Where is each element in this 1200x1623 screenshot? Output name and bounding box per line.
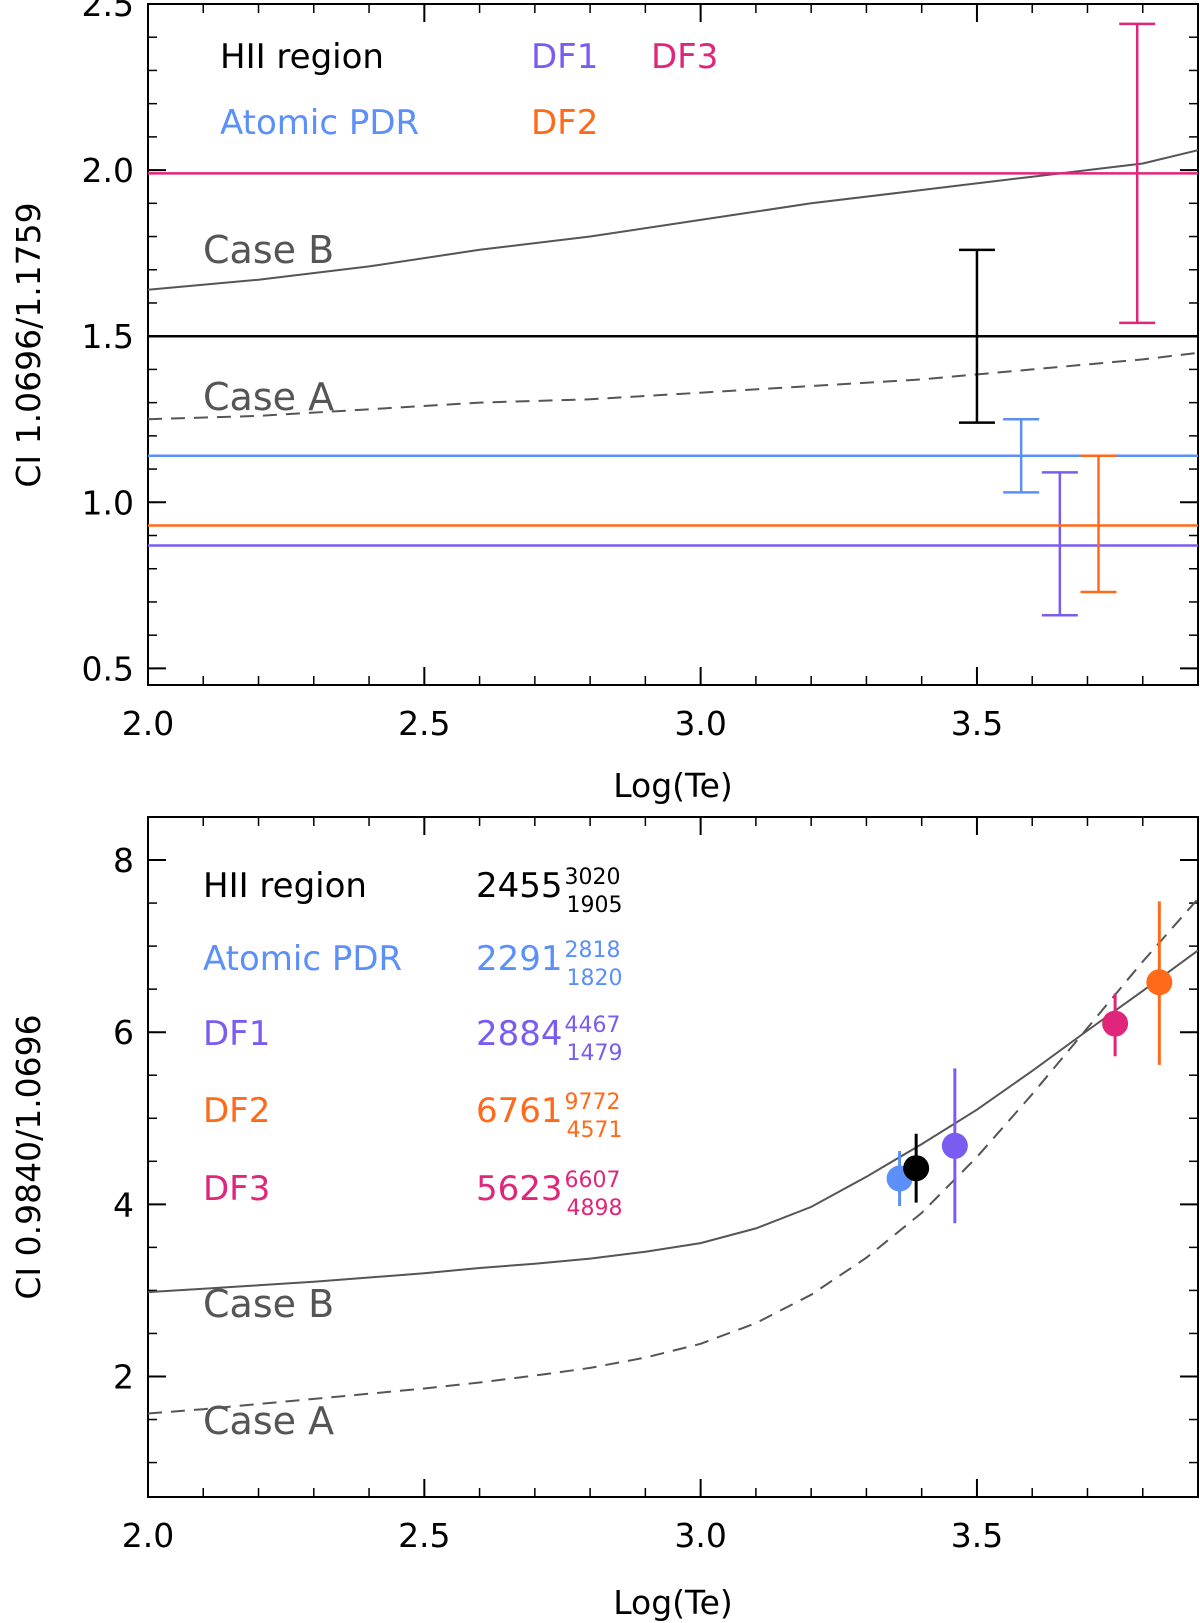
legend-df2-label: DF2 <box>203 1091 270 1131</box>
case-b-label-bottom: Case B <box>203 1282 334 1326</box>
x-tick-label: 3.5 <box>951 1516 1003 1555</box>
y-tick-label: 1.5 <box>82 317 134 356</box>
legend-df3-label: DF3 <box>203 1169 270 1209</box>
legend-df3-te: 56236607 4898 <box>476 1168 623 1221</box>
legend-df2: DF2 <box>531 103 598 143</box>
df3-data-point <box>1102 1010 1129 1037</box>
x-tick-label: 3.0 <box>674 704 726 743</box>
bottom-ticks: 2.0 2.5 3.0 3.5 2 4 6 8 <box>113 816 1199 1555</box>
y-tick-label: 6 <box>113 1013 134 1052</box>
legend-df1-label: DF1 <box>203 1014 270 1054</box>
top-series <box>148 22 1198 617</box>
legend-df1: DF1 <box>531 37 598 77</box>
x-tick-label: 2.0 <box>122 704 174 743</box>
legend-atomic-pdr-te: 22912818 1820 <box>476 938 623 991</box>
x-tick-label: 3.5 <box>951 704 1003 743</box>
legend-hii-region-te: 24553020 1905 <box>476 865 623 918</box>
bottom-y-axis-title: CI 0.9840/1.0696 <box>9 1014 48 1299</box>
x-tick-label: 2.5 <box>398 704 450 743</box>
legend-hii-region-label: HII region <box>203 866 367 906</box>
legend-atomic-pdr: Atomic PDR <box>220 103 419 143</box>
legend-df2-te: 67619772 4571 <box>476 1090 623 1143</box>
case-b-model-line <box>147 949 1199 1294</box>
bottom-x-axis-title: Log(Te) <box>613 1583 733 1622</box>
df1-data-point <box>941 1132 968 1159</box>
legend-atomic-pdr-label: Atomic PDR <box>203 939 402 979</box>
bottom-points <box>886 901 1173 1224</box>
x-tick-label: 3.0 <box>674 1516 726 1555</box>
y-tick-label: 2 <box>113 1357 134 1396</box>
top-legend: HII region DF1 DF3 Atomic PDR DF2 <box>220 37 718 143</box>
case-a-model-line <box>147 351 1199 421</box>
df2-data-point <box>1146 969 1173 996</box>
y-tick-label: 2.0 <box>82 151 134 190</box>
bottom-models <box>147 898 1199 1415</box>
bottom-plot-frame <box>147 816 1199 1498</box>
top-x-axis-title: Log(Te) <box>613 766 733 805</box>
bottom-panel: 2.0 2.5 3.0 3.5 2 4 6 8 HII region 24553020 1905… <box>9 816 1199 1622</box>
top-plot-frame <box>147 3 1199 686</box>
case-a-model-line <box>147 898 1199 1415</box>
y-tick-label: 1.0 <box>82 483 134 522</box>
case-a-label-bottom: Case A <box>203 1399 334 1443</box>
top-panel: 2.0 2.5 3.0 3.5 0.5 1.0 1.5 2.0 2.5 HII region D… <box>9 0 1199 805</box>
y-tick-label: 4 <box>113 1185 134 1224</box>
case-a-label-top: Case A <box>203 375 334 419</box>
top-ticks: 2.0 2.5 3.0 3.5 0.5 1.0 1.5 2.0 2.5 <box>82 0 1199 743</box>
y-tick-label: 0.5 <box>82 649 134 688</box>
x-tick-label: 2.5 <box>398 1516 450 1555</box>
top-y-axis-title: CI 1.0696/1.1759 <box>9 202 48 487</box>
legend-hii-region: HII region <box>220 37 384 77</box>
hii-region-data-point <box>903 1155 930 1182</box>
case-b-label-top: Case B <box>203 228 334 272</box>
x-tick-label: 2.0 <box>122 1516 174 1555</box>
legend-df3: DF3 <box>651 37 718 77</box>
legend-df1-te: 28844467 1479 <box>476 1013 623 1066</box>
y-tick-label: 8 <box>113 841 134 880</box>
y-tick-label: 2.5 <box>82 0 134 24</box>
bottom-legend: HII region 24553020 1905 Atomic PDR 22912… <box>203 865 623 1221</box>
